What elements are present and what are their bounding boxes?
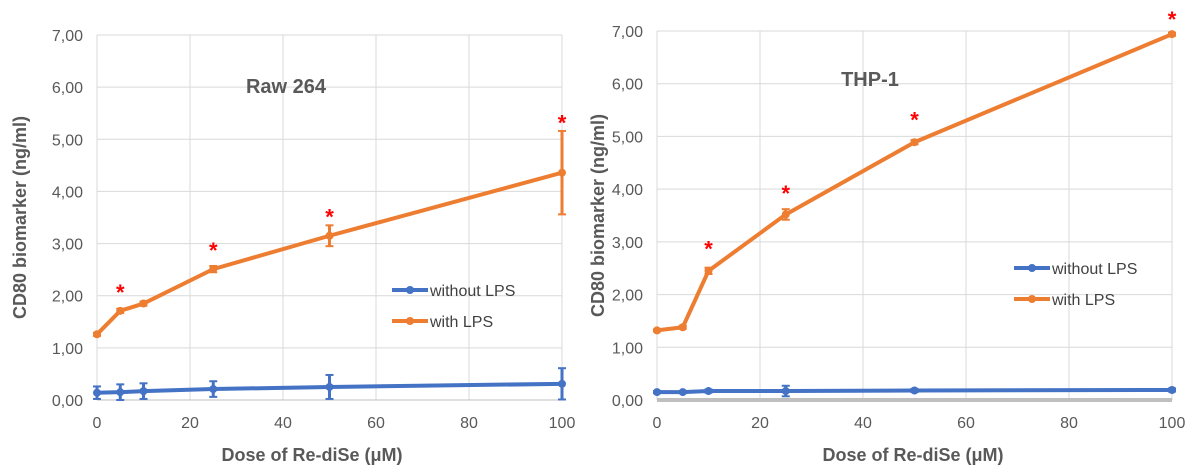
y-tick-label: 2,00 <box>52 289 83 306</box>
data-point <box>1168 30 1176 39</box>
x-tick-label: 20 <box>181 415 199 432</box>
data-point <box>93 388 101 397</box>
legend-swatch-marker <box>406 317 414 325</box>
y-axis-label: CD80 biomarker (ng/ml) <box>588 114 608 317</box>
y-tick-label: 1,00 <box>52 341 83 358</box>
data-point <box>781 210 790 219</box>
chart-title: THP-1 <box>841 69 899 91</box>
y-tick-label: 7,00 <box>52 28 83 45</box>
series-line <box>655 387 1174 395</box>
legend-label: without LPS <box>429 283 515 300</box>
x-tick-label: 60 <box>957 415 975 432</box>
data-point <box>93 330 101 339</box>
legend-item-1: with LPS <box>1014 292 1115 309</box>
series-0 <box>653 384 1176 398</box>
legend-label: with LPS <box>429 314 493 331</box>
data-point <box>116 388 125 397</box>
legend-label: with LPS <box>1051 292 1115 309</box>
x-tick-label: 80 <box>460 415 478 432</box>
data-point <box>781 387 790 396</box>
series-line <box>655 32 1174 333</box>
y-tick-label: 4,00 <box>52 184 83 201</box>
significance-star: * <box>781 181 790 206</box>
x-tick-label: 80 <box>1060 415 1078 432</box>
y-tick-label: 4,00 <box>612 182 643 199</box>
data-point <box>678 388 687 397</box>
data-point <box>209 265 218 274</box>
legend-label: without LPS <box>1051 261 1137 278</box>
significance-star: * <box>1168 7 1177 32</box>
y-tick-label: 0,00 <box>612 393 643 410</box>
y-tick-label: 5,00 <box>52 132 83 149</box>
series-0 <box>93 367 566 401</box>
significance-star: * <box>704 236 713 261</box>
x-tick-label: 0 <box>653 415 662 432</box>
data-point <box>558 379 566 388</box>
series-1 <box>93 129 566 339</box>
legend-item-0: without LPS <box>1014 261 1137 278</box>
y-tick-label: 3,00 <box>52 237 83 254</box>
series-1 <box>653 30 1176 335</box>
legend-swatch-marker <box>1028 264 1036 272</box>
x-tick-label: 40 <box>854 415 872 432</box>
significance-star: * <box>910 107 919 132</box>
y-axis-label: CD80 biomarker (ng/ml) <box>10 116 30 319</box>
x-axis-label: Dose of Re-diSe (μM) <box>822 445 1003 465</box>
panel-raw264: 0,00 1,00 2,00 3,00 4,00 5,00 6,00 7,00 0 20 40 60 8… <box>10 28 575 465</box>
data-point <box>558 168 566 177</box>
significance-star: * <box>558 110 567 135</box>
data-point <box>139 299 148 308</box>
data-point <box>910 386 919 395</box>
data-point <box>209 385 218 394</box>
data-point <box>653 326 661 335</box>
data-point <box>678 323 687 332</box>
data-point <box>910 138 919 147</box>
series-line <box>95 170 564 337</box>
x-tick-label: 0 <box>93 415 102 432</box>
x-tick-label: 20 <box>751 415 769 432</box>
x-axis-label: Dose of Re-diSe (μM) <box>221 445 402 465</box>
significance-star: * <box>325 204 334 229</box>
panel-thp1: 0,00 1,00 2,00 3,00 4,00 5,00 6,00 7,00 0 20 40 60 8… <box>588 7 1185 465</box>
legend-swatch-marker <box>406 286 414 294</box>
y-tick-label: 6,00 <box>612 77 643 94</box>
x-tick-label: 100 <box>549 415 576 432</box>
y-tick-label: 6,00 <box>52 80 83 97</box>
data-point <box>653 388 661 397</box>
data-point <box>325 382 334 391</box>
x-tick-label: 60 <box>367 415 385 432</box>
y-tick-label: 2,00 <box>612 288 643 305</box>
y-tick-label: 0,00 <box>52 393 83 410</box>
y-tick-label: 3,00 <box>612 235 643 252</box>
data-point <box>1168 385 1176 394</box>
chart-title: Raw 264 <box>246 76 327 98</box>
significance-star: * <box>209 238 218 263</box>
data-point <box>139 387 148 396</box>
y-tick-label: 1,00 <box>612 340 643 357</box>
data-point <box>704 387 713 396</box>
data-point <box>116 306 125 315</box>
y-tick-label: 5,00 <box>612 129 643 146</box>
data-point <box>325 231 334 240</box>
x-tick-label: 100 <box>1159 415 1186 432</box>
legend: without LPS with LPS <box>1014 261 1137 309</box>
x-tick-label: 40 <box>274 415 292 432</box>
y-tick-label: 7,00 <box>612 24 643 41</box>
legend: without LPS with LPS <box>392 283 515 331</box>
legend-item-1: with LPS <box>392 314 493 331</box>
legend-item-0: without LPS <box>392 283 515 300</box>
significance-star: * <box>116 280 125 305</box>
legend-swatch-marker <box>1028 295 1036 303</box>
data-point <box>704 266 713 275</box>
